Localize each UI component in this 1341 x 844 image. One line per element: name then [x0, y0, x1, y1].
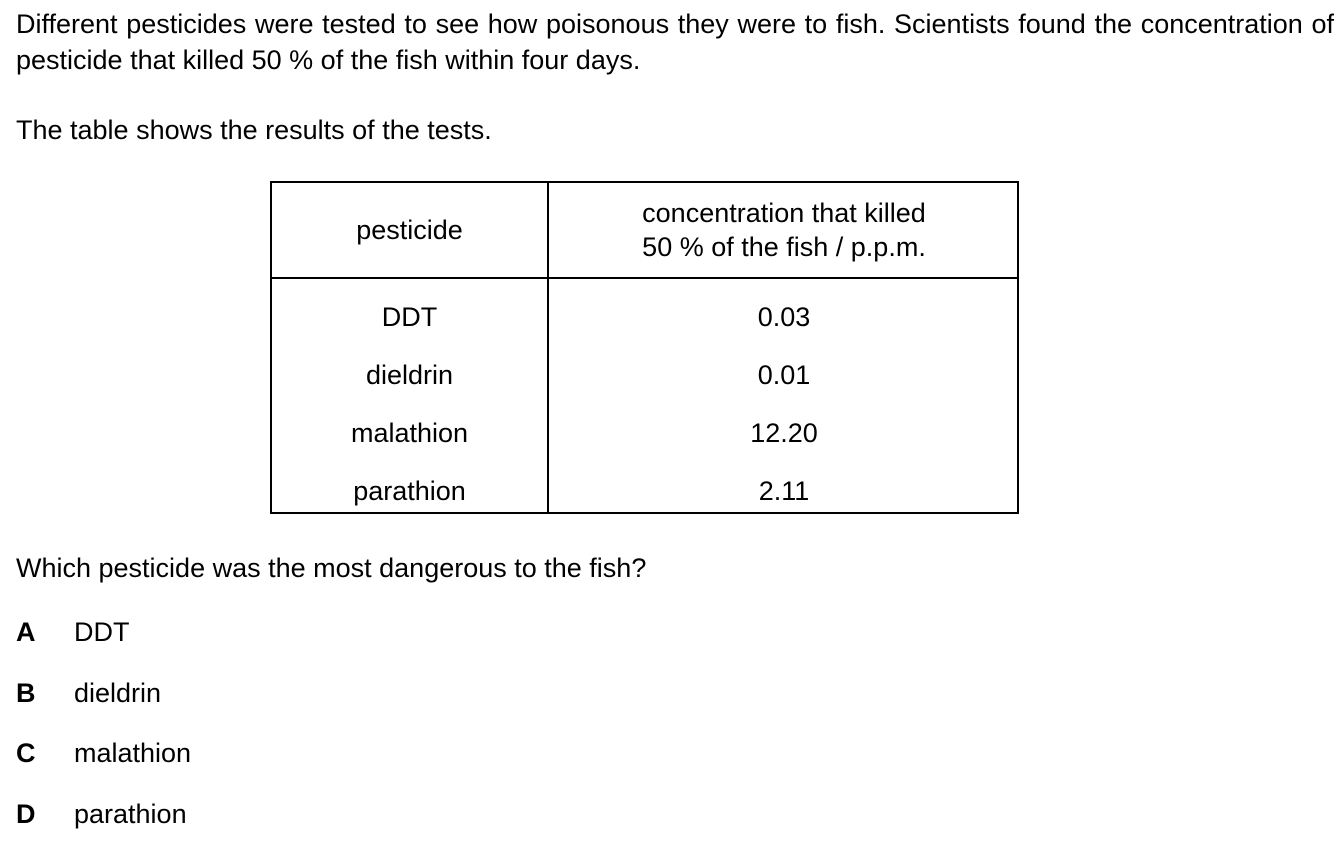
header-concentration-line2: 50 % of the fish / p.p.m. — [642, 232, 926, 262]
concentration-cell: 0.03 — [757, 302, 811, 332]
intro-paragraph: Different pesticides were tested to see … — [16, 9, 1334, 75]
option-letter: A — [16, 617, 36, 647]
header-concentration: concentration that killed 50 % of the fi… — [549, 183, 1019, 277]
question-text: Which pesticide was the most dangerous t… — [16, 553, 647, 583]
table-row: DDT 0.03 — [272, 288, 1017, 346]
option-text: parathion — [74, 798, 187, 829]
option-text: DDT — [74, 617, 130, 647]
pesticide-cell: malathion — [350, 418, 469, 448]
header-concentration-line1: concentration that killed — [642, 198, 926, 228]
table-intro-text: The table shows the results of the tests… — [16, 115, 492, 145]
pesticide-cell: DDT — [381, 302, 438, 332]
column-divider — [547, 183, 549, 512]
table-row: parathion 2.11 — [272, 462, 1017, 520]
option-letter: D — [16, 798, 36, 829]
pesticide-cell: parathion — [353, 476, 466, 506]
pesticide-cell: dieldrin — [365, 360, 454, 390]
option-letter: C — [16, 738, 36, 768]
header-divider — [272, 277, 1017, 279]
header-pesticide: pesticide — [356, 215, 463, 245]
table-row: dieldrin 0.01 — [272, 346, 1017, 404]
results-table: pesticide concentration that killed 50 %… — [270, 181, 1019, 514]
concentration-cell: 0.01 — [757, 360, 811, 390]
concentration-cell: 2.11 — [758, 476, 810, 506]
option-text: dieldrin — [74, 677, 162, 708]
option-text: malathion — [74, 738, 192, 768]
option-letter: B — [16, 677, 36, 708]
table-row: malathion 12.20 — [272, 404, 1017, 462]
concentration-cell: 12.20 — [750, 418, 818, 448]
